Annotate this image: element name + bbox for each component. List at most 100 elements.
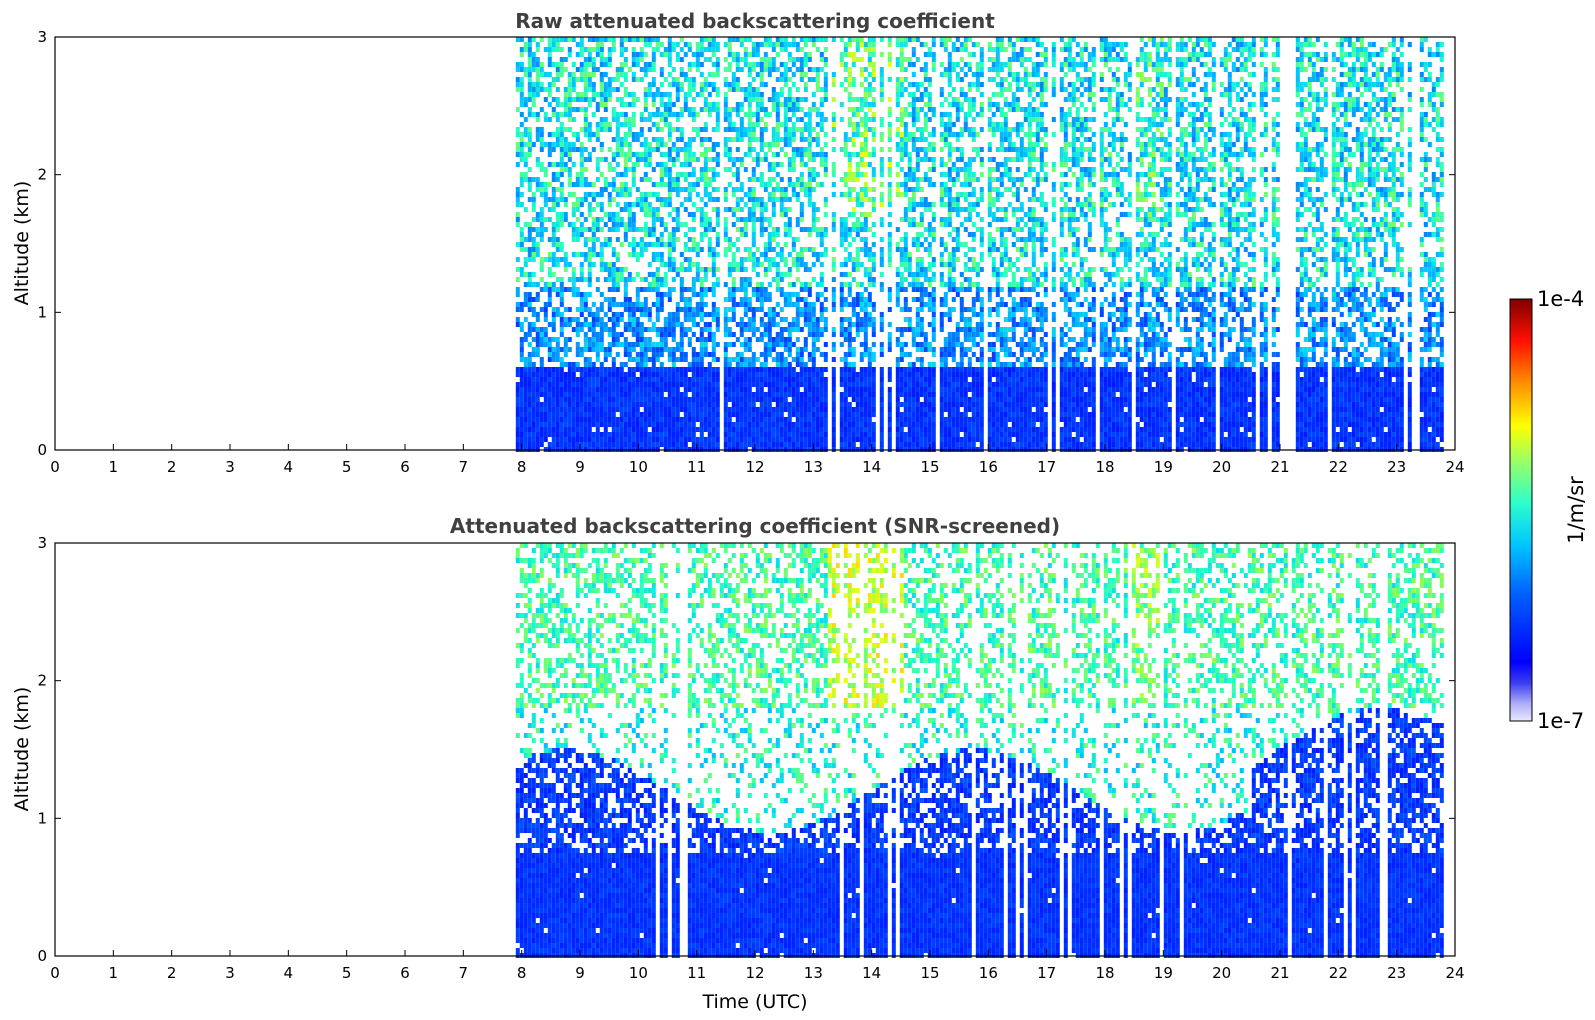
heatmap-cell — [572, 287, 576, 292]
heatmap-cell — [624, 412, 628, 417]
heatmap-cell — [664, 317, 668, 322]
heatmap-cell — [584, 442, 588, 447]
heatmap-cell — [736, 427, 740, 432]
heatmap-cell — [604, 412, 608, 417]
heatmap-cell — [792, 437, 796, 442]
heatmap-cell — [608, 377, 612, 382]
heatmap-cell — [852, 367, 856, 372]
heatmap-cell — [648, 422, 652, 427]
heatmap-cell — [760, 372, 764, 377]
heatmap-cell — [804, 382, 808, 387]
heatmap-cell — [768, 417, 772, 422]
heatmap-cell — [576, 67, 580, 72]
heatmap-cell — [872, 377, 876, 382]
heatmap-cell — [808, 77, 812, 82]
heatmap-cell — [692, 367, 696, 372]
heatmap-cell — [684, 97, 688, 102]
heatmap-cell — [696, 337, 700, 342]
heatmap-cell — [576, 77, 580, 82]
heatmap-cell — [800, 202, 804, 207]
heatmap-cell — [856, 127, 860, 132]
heatmap-cell — [548, 42, 552, 47]
heatmap-cell — [888, 127, 892, 132]
heatmap-cell — [644, 202, 648, 207]
heatmap-cell — [784, 292, 788, 297]
heatmap-cell — [788, 102, 792, 107]
heatmap-cell — [656, 112, 660, 117]
heatmap-cell — [660, 362, 664, 367]
heatmap-cell — [584, 122, 588, 127]
heatmap-cell — [556, 377, 560, 382]
heatmap-cell — [688, 417, 692, 422]
heatmap-cell — [656, 122, 660, 127]
heatmap-cell — [888, 372, 892, 377]
heatmap-cell — [700, 357, 704, 362]
heatmap-cell — [740, 327, 744, 332]
heatmap-cell — [684, 172, 688, 177]
heatmap-cell — [620, 412, 624, 417]
heatmap-cell — [744, 132, 748, 137]
heatmap-cell — [776, 422, 780, 427]
heatmap-cell — [524, 382, 528, 387]
heatmap-cell — [576, 342, 580, 347]
heatmap-cell — [816, 87, 820, 92]
heatmap-cell — [604, 187, 608, 192]
heatmap-cell — [896, 437, 900, 442]
heatmap-cell — [728, 357, 732, 362]
heatmap-cell — [636, 37, 640, 42]
heatmap-cell — [608, 437, 612, 442]
heatmap-cell — [616, 317, 620, 322]
heatmap-cell — [676, 397, 680, 402]
heatmap-cell — [648, 317, 652, 322]
heatmap-cell — [676, 357, 680, 362]
heatmap-cell — [520, 147, 524, 152]
heatmap-cell — [632, 162, 636, 167]
heatmap-cell — [680, 277, 684, 282]
heatmap-cell — [764, 427, 768, 432]
heatmap-cell — [852, 62, 856, 67]
heatmap-cell — [676, 77, 680, 82]
heatmap-cell — [652, 377, 656, 382]
heatmap-cell — [524, 377, 528, 382]
heatmap-cell — [728, 157, 732, 162]
heatmap-cell — [708, 412, 712, 417]
heatmap-cell — [628, 382, 632, 387]
heatmap-cell — [552, 42, 556, 47]
heatmap-cell — [584, 332, 588, 337]
heatmap-cell — [872, 152, 876, 157]
heatmap-cell — [760, 212, 764, 217]
heatmap-cell — [568, 182, 572, 187]
heatmap-cell — [560, 162, 564, 167]
heatmap-cell — [700, 237, 704, 242]
heatmap-cell — [520, 227, 524, 232]
heatmap-cell — [728, 47, 732, 52]
heatmap-cell — [540, 367, 544, 372]
heatmap-cell — [844, 147, 848, 152]
heatmap-cell — [736, 437, 740, 442]
heatmap-cell — [900, 112, 904, 117]
heatmap-cell — [868, 297, 872, 302]
heatmap-cell — [716, 387, 720, 392]
heatmap-cell — [904, 232, 908, 237]
heatmap-cell — [780, 187, 784, 192]
heatmap-cell — [564, 92, 568, 97]
heatmap-cell — [640, 247, 644, 252]
heatmap-cell — [696, 262, 700, 267]
heatmap-cell — [744, 277, 748, 282]
heatmap-cell — [784, 122, 788, 127]
heatmap-cell — [632, 387, 636, 392]
heatmap-cell — [584, 147, 588, 152]
heatmap-cell — [896, 227, 900, 232]
heatmap-cell — [760, 82, 764, 87]
heatmap-cell — [804, 387, 808, 392]
heatmap-cell — [664, 172, 668, 177]
heatmap-cell — [844, 367, 848, 372]
heatmap-cell — [832, 427, 836, 432]
heatmap-cell — [772, 62, 776, 67]
heatmap-cell — [592, 437, 596, 442]
heatmap-cell — [792, 372, 796, 377]
heatmap-cell — [600, 42, 604, 47]
heatmap-cell — [672, 327, 676, 332]
heatmap-cell — [732, 257, 736, 262]
heatmap-cell — [656, 162, 660, 167]
